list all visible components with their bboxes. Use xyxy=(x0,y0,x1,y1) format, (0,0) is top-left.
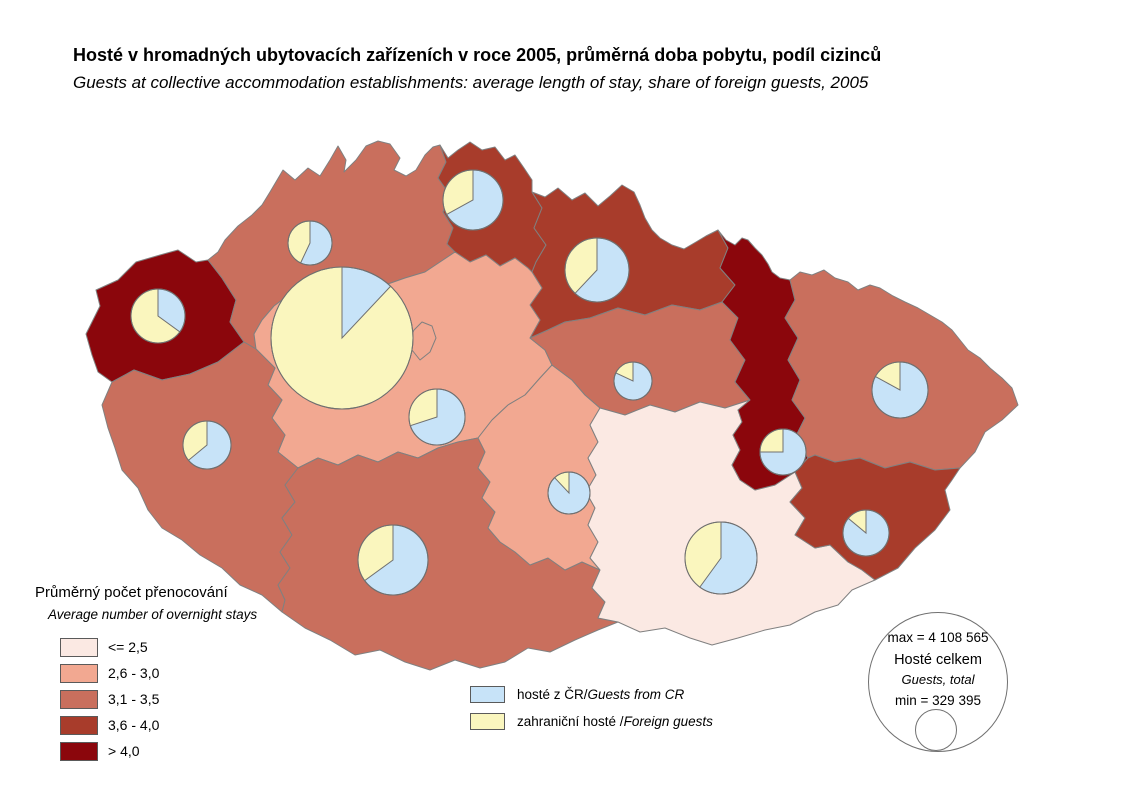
class-label: > 4,0 xyxy=(108,743,140,759)
min-size-circle xyxy=(915,709,957,751)
page-title-czech: Hosté v hromadných ubytovacích zařízeníc… xyxy=(73,45,882,65)
page-title-english: Guests at collective accommodation estab… xyxy=(73,73,869,92)
class-color-swatch xyxy=(60,689,98,709)
pie-moravskoslezsky xyxy=(871,361,929,419)
legend-pie-row-foreign: zahraniční hosté /Foreign guests xyxy=(470,708,713,735)
legend-stays-rows: <= 2,5 2,6 - 3,0 3,1 - 3,5 3,6 - 4,0 > 4… xyxy=(35,634,257,764)
pie-pardubicky xyxy=(613,361,653,401)
pie-zlinsky xyxy=(842,509,890,557)
size-title-czech: Hosté celkem xyxy=(894,652,982,668)
pie-plzensky xyxy=(182,420,232,470)
domestic-color-swatch xyxy=(470,686,505,703)
class-color-swatch xyxy=(60,637,98,657)
min-value-label: min = 329 395 xyxy=(895,693,981,708)
pie-liberecky xyxy=(442,169,504,231)
domestic-label-english: Guests from CR xyxy=(587,687,685,702)
domestic-label: hosté z ČR/Guests from CR xyxy=(517,687,684,702)
pie-karlovarsky xyxy=(130,288,186,344)
legend-overnight-stays: Průměrný počet přenocování Average numbe… xyxy=(35,584,257,764)
legend-class-row: 2,6 - 3,0 xyxy=(60,660,257,686)
legend-class-row: 3,1 - 3,5 xyxy=(60,686,257,712)
legend-pie-row-domestic: hosté z ČR/Guests from CR xyxy=(470,681,713,708)
pie-praha xyxy=(270,266,414,410)
pie-jihomoravsky xyxy=(684,521,758,595)
legend-stays-title-english: Average number of overnight stays xyxy=(48,607,258,622)
class-color-swatch xyxy=(60,715,98,735)
legend-stays-title-czech: Průměrný počet přenocování xyxy=(35,584,228,601)
pie-kralovehradecky xyxy=(564,237,630,303)
size-legend-text: max = 4 108 565 Hosté celkem Guests, tot… xyxy=(868,630,1008,708)
domestic-label-czech: hosté z ČR/ xyxy=(517,687,588,702)
legend-class-row: > 4,0 xyxy=(60,738,257,764)
foreign-label-english: Foreign guests xyxy=(623,714,713,729)
pie-olomoucky xyxy=(759,428,807,476)
class-label: 2,6 - 3,0 xyxy=(108,665,160,681)
pie-vysocina xyxy=(547,471,591,515)
region-plzensky xyxy=(101,341,299,613)
class-label: <= 2,5 xyxy=(108,639,148,655)
legend-pie-colors: hosté z ČR/Guests from CR zahraniční hos… xyxy=(470,681,713,735)
legend-circle-size: max = 4 108 565 Hosté celkem Guests, tot… xyxy=(868,612,1008,752)
foreign-color-swatch xyxy=(470,713,505,730)
class-color-swatch xyxy=(60,741,98,761)
class-label: 3,1 - 3,5 xyxy=(108,691,160,707)
pie-ustecky xyxy=(287,220,333,266)
class-color-swatch xyxy=(60,663,98,683)
max-value-label: max = 4 108 565 xyxy=(887,630,989,645)
legend-class-row: 3,6 - 4,0 xyxy=(60,712,257,738)
legend-class-row: <= 2,5 xyxy=(60,634,257,660)
foreign-label-czech: zahraniční hosté / xyxy=(517,714,624,729)
foreign-label: zahraniční hosté /Foreign guests xyxy=(517,714,713,729)
class-label: 3,6 - 4,0 xyxy=(108,717,160,733)
pie-jihocesky xyxy=(357,524,429,596)
pie-stredocesky xyxy=(408,388,466,446)
title-block: Hosté v hromadných ubytovacích zařízeníc… xyxy=(73,42,881,95)
size-title-english: Guests, total xyxy=(901,672,975,687)
pies-layer xyxy=(130,169,929,596)
